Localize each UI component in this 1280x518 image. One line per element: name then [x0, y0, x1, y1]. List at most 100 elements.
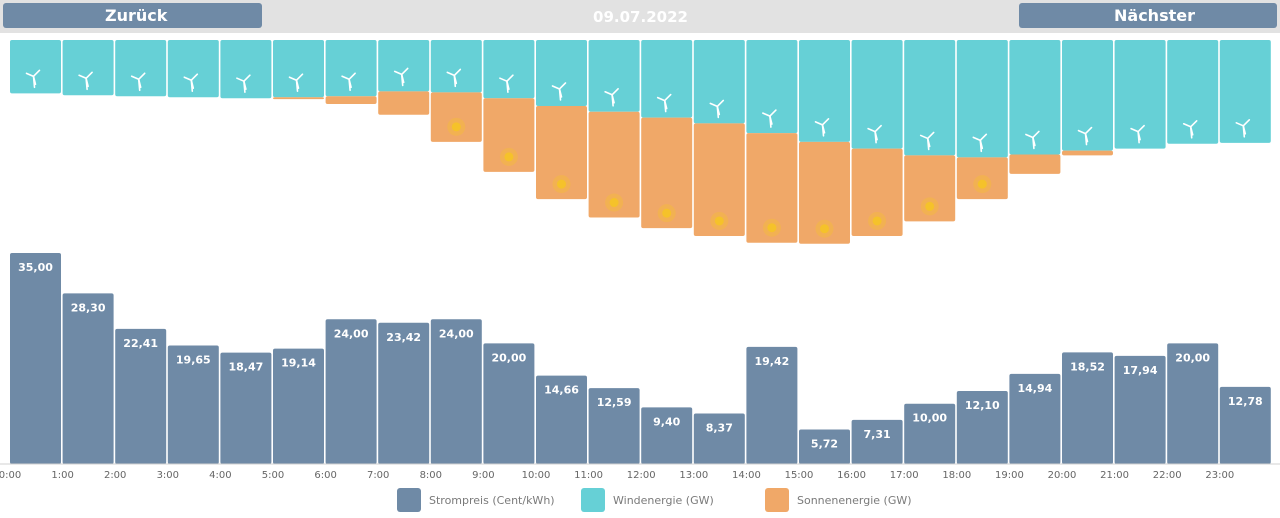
price-data-label: 35,00 [18, 261, 53, 274]
wind-bar [588, 40, 640, 112]
price-data-label: 19,42 [755, 355, 790, 368]
x-tick-label: 5:00 [262, 470, 284, 481]
x-tick-label: 10:00 [522, 470, 551, 481]
top-bar: Zurück 09.07.2022 Nächster [0, 0, 1280, 33]
wind-bar [273, 40, 324, 98]
price-data-label: 12,78 [1228, 395, 1263, 408]
sun-icon [662, 208, 672, 218]
sun-icon [872, 216, 882, 226]
price-bar [1114, 355, 1166, 464]
price-data-label: 9,40 [653, 415, 680, 428]
wind-turbine-icon [1235, 119, 1251, 138]
price-bar [588, 388, 640, 464]
price-data-label: 22,41 [123, 337, 158, 350]
price-data-label: 17,94 [1123, 364, 1158, 377]
price-data-label: 10,00 [912, 412, 947, 425]
wind-turbine-icon [1025, 130, 1040, 150]
wind-bar [904, 40, 956, 156]
x-tick-label: 4:00 [209, 470, 231, 481]
solar-bar [378, 91, 430, 115]
next-button[interactable]: Nächster [1019, 3, 1277, 28]
wind-turbine-icon [867, 124, 882, 144]
solar-bar [430, 92, 482, 142]
sun-icon [767, 223, 777, 233]
wind-bar [1167, 40, 1219, 144]
price-data-label: 12,10 [965, 399, 1000, 412]
price-bar [693, 413, 745, 464]
price-bar [325, 319, 377, 464]
x-tick-label: 19:00 [995, 470, 1024, 481]
wind-bar [536, 40, 587, 106]
wind-bar [325, 40, 377, 97]
x-tick-label: 9:00 [472, 470, 494, 481]
wind-bar [1009, 40, 1061, 155]
legend-item-price: Strompreis (Cent/kWh) [397, 488, 555, 512]
x-tick-label: 3:00 [157, 470, 179, 481]
x-tick-label: 11:00 [574, 470, 603, 481]
wind-bar [1114, 40, 1166, 149]
x-tick-label: 1:00 [51, 470, 73, 481]
wind-bar [641, 40, 693, 118]
wind-turbine-icon [25, 69, 41, 89]
wind-turbine-icon [762, 109, 777, 128]
legend-item-solar: Sonnenenergie (GW) [765, 488, 912, 512]
x-tick-label: 15:00 [785, 470, 814, 481]
price-bar [483, 343, 535, 464]
price-data-label: 18,52 [1070, 360, 1105, 373]
solar-bar [746, 133, 798, 243]
wind-bar [115, 40, 167, 97]
price-bar [220, 352, 272, 464]
wind-turbine-icon [814, 118, 830, 137]
x-tick-label: 0:00 [0, 470, 21, 481]
price-bar [10, 252, 61, 464]
price-bar [167, 345, 219, 464]
wind-turbine-icon [183, 73, 199, 93]
wind-bar [378, 40, 430, 92]
wind-turbine-icon [604, 87, 619, 107]
wind-turbine-icon [1077, 126, 1093, 146]
sun-icon [714, 216, 724, 226]
wind-bar [799, 40, 850, 142]
price-bar [851, 419, 903, 464]
wind-turbine-icon [130, 72, 146, 92]
solar-bar [273, 97, 324, 100]
wind-bar [10, 40, 61, 94]
price-bar [799, 429, 850, 464]
price-data-label: 14,66 [544, 384, 579, 397]
sun-icon [820, 224, 829, 234]
back-button[interactable]: Zurück [3, 3, 262, 28]
wind-bar [220, 40, 272, 99]
price-bar [904, 403, 956, 464]
wind-bar [167, 40, 219, 98]
price-bar [115, 328, 167, 464]
solar-bar [483, 98, 535, 172]
wind-turbine-icon [972, 133, 988, 153]
solar-bar [1062, 150, 1113, 156]
wind-bar [851, 40, 903, 149]
solar-bar [641, 117, 693, 229]
x-tick-label: 22:00 [1153, 470, 1182, 481]
x-tick-label: 6:00 [314, 470, 336, 481]
wind-turbine-icon [656, 93, 672, 113]
price-bar [1062, 352, 1113, 464]
x-tick-label: 12:00 [627, 470, 656, 481]
price-data-label: 24,00 [439, 327, 474, 340]
price-data-label: 7,31 [864, 428, 891, 441]
price-bar [378, 322, 430, 464]
wind-turbine-icon [709, 99, 725, 119]
wind-bar [693, 40, 745, 124]
price-data-label: 20,00 [492, 351, 527, 364]
legend-swatch-price [397, 488, 421, 512]
legend-label-price: Strompreis (Cent/kWh) [429, 493, 555, 507]
x-tick-label: 23:00 [1205, 470, 1234, 481]
x-tick-label: 2:00 [104, 470, 126, 481]
solar-bar [325, 96, 377, 105]
price-data-label: 20,00 [1175, 351, 1210, 364]
wind-turbine-icon [1130, 124, 1145, 144]
solar-bar [851, 148, 903, 236]
x-tick-label: 14:00 [732, 470, 761, 481]
x-tick-label: 13:00 [679, 470, 708, 481]
sun-icon [977, 179, 987, 189]
x-tick-label: 21:00 [1100, 470, 1129, 481]
price-data-label: 23,42 [386, 331, 421, 344]
